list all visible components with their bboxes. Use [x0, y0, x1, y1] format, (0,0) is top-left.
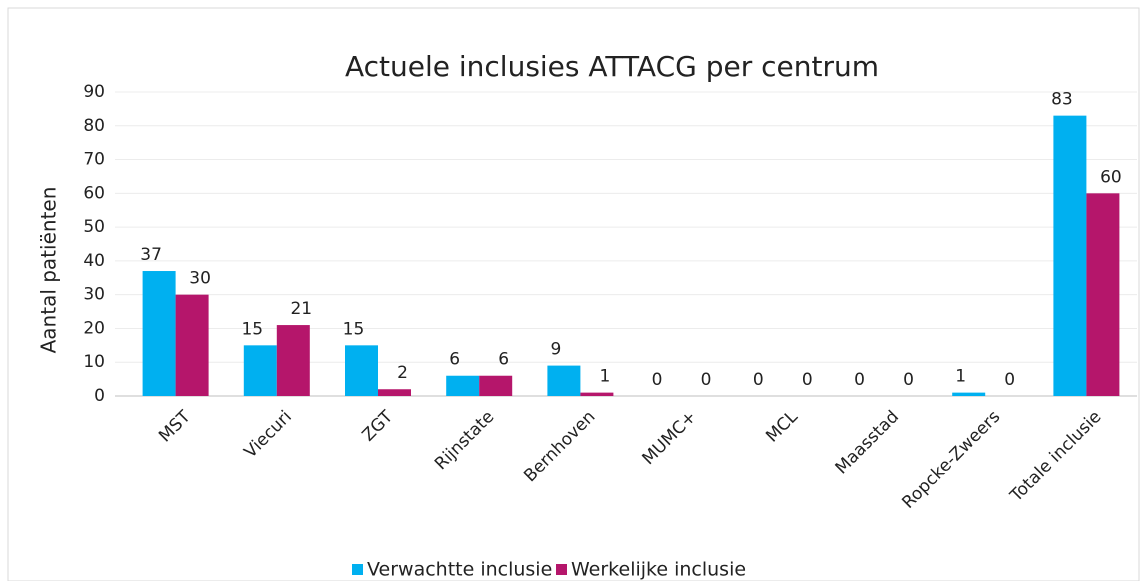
value-label: 0	[802, 370, 813, 390]
value-label: 30	[189, 269, 211, 289]
bar	[142, 271, 176, 396]
value-label: 15	[241, 319, 263, 339]
bar	[479, 375, 513, 396]
value-label: 21	[290, 299, 312, 319]
y-tick-label: 30	[83, 285, 105, 305]
bar	[580, 392, 614, 396]
legend-swatch	[352, 564, 363, 575]
bar	[276, 325, 310, 396]
y-tick-label: 50	[83, 217, 105, 237]
bar	[952, 392, 986, 396]
value-label: 60	[1100, 167, 1122, 187]
y-tick-label: 0	[94, 386, 105, 406]
value-label: 9	[550, 340, 561, 360]
y-tick-label: 40	[83, 251, 105, 271]
legend-swatch	[556, 564, 567, 575]
legend-label: Verwachtte inclusie	[367, 559, 552, 581]
bar	[345, 345, 378, 396]
y-axis-label: Aantal patiënten	[37, 187, 61, 354]
y-tick-label: 70	[83, 150, 105, 170]
value-label: 6	[498, 350, 509, 370]
y-tick-label: 20	[83, 318, 105, 338]
value-label: 15	[343, 319, 365, 339]
y-tick-label: 80	[83, 116, 105, 136]
value-label: 1	[599, 367, 610, 387]
value-label: 0	[854, 370, 865, 390]
value-label: 0	[903, 370, 914, 390]
y-tick-label: 60	[83, 183, 105, 203]
value-label: 0	[701, 370, 712, 390]
value-label: 83	[1051, 90, 1073, 110]
value-label: 2	[397, 363, 408, 383]
value-label: 1	[955, 367, 966, 387]
bar	[446, 375, 480, 396]
bar	[547, 365, 581, 396]
value-label: 6	[449, 350, 460, 370]
value-label: 0	[753, 370, 764, 390]
chart-title: Actuele inclusies ATTACG per centrum	[345, 50, 879, 83]
value-label: 0	[652, 370, 663, 390]
y-tick-label: 10	[83, 352, 105, 372]
legend-label: Werkelijke inclusie	[571, 559, 746, 581]
bar	[378, 389, 411, 396]
bar	[1053, 115, 1087, 397]
y-tick-label: 90	[83, 82, 105, 102]
bar	[175, 294, 209, 396]
value-label: 0	[1004, 370, 1015, 390]
value-label: 37	[140, 245, 162, 265]
bar	[243, 345, 277, 396]
bar	[1086, 193, 1120, 396]
